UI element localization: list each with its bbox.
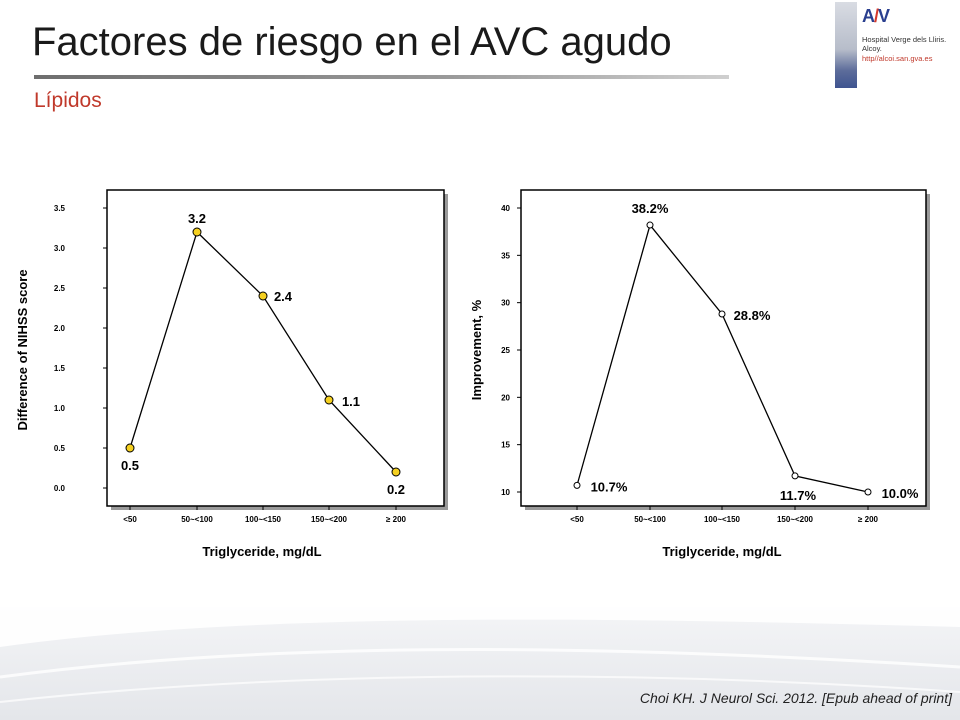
- x-category-label: <50: [123, 515, 137, 524]
- y-tick-label: 2.0: [54, 324, 66, 333]
- y-tick-label: 1.5: [54, 364, 66, 373]
- data-label: 38.2%: [632, 201, 669, 216]
- plot-frame: [106, 189, 445, 507]
- x-category-label: 100~<150: [704, 515, 741, 524]
- plot-frame: [520, 189, 927, 507]
- y-tick-label: 30: [501, 299, 510, 308]
- data-point: [192, 227, 202, 237]
- x-category-label: ≥ 200: [386, 515, 407, 524]
- data-label: 10.7%: [591, 479, 628, 494]
- data-label: 1.1: [342, 394, 360, 409]
- x-category-label: 100~<150: [245, 515, 282, 524]
- footer-band: [0, 607, 960, 720]
- x-category-label: <50: [570, 515, 584, 524]
- logo-mark-icon: A/V: [862, 6, 890, 26]
- y-tick-label: 1.0: [54, 404, 66, 413]
- data-point: [864, 488, 872, 496]
- x-category-label: 150~<200: [777, 515, 814, 524]
- y-axis-title: Improvement, %: [469, 299, 484, 400]
- data-point: [718, 310, 726, 318]
- data-label: 0.2: [387, 482, 405, 497]
- citation: Choi KH. J Neurol Sci. 2012. [Epub ahead…: [639, 690, 952, 706]
- title-underline: [34, 75, 729, 79]
- y-tick-label: 0.0: [54, 484, 66, 493]
- y-tick-label: 3.5: [54, 204, 66, 213]
- logo-text-line1: Hospital Verge dels Lliris.: [862, 35, 947, 44]
- slide-subtitle: Lípidos: [34, 89, 102, 112]
- data-point: [573, 481, 581, 489]
- data-label: 11.7%: [780, 488, 817, 503]
- data-point: [391, 467, 401, 477]
- data-point: [791, 472, 799, 480]
- y-tick-label: 10: [501, 488, 510, 497]
- logo-text-line2: Alcoy.: [862, 44, 882, 53]
- data-point: [125, 443, 135, 453]
- data-label: 10.0%: [882, 486, 919, 501]
- hospital-logo: A/V Hospital Verge dels Lliris. Alcoy. h…: [835, 2, 947, 90]
- logo-image-strip: [835, 2, 857, 88]
- x-axis-title: Triglyceride, mg/dL: [202, 544, 321, 559]
- footer-swoosh: [0, 607, 960, 703]
- data-point: [646, 221, 654, 229]
- x-category-label: ≥ 200: [858, 515, 879, 524]
- data-label: 2.4: [274, 289, 293, 304]
- data-label: 3.2: [188, 211, 206, 226]
- logo-url: http//alcoi.san.gva.es: [862, 54, 933, 63]
- y-tick-label: 3.0: [54, 244, 66, 253]
- data-point: [258, 291, 268, 301]
- x-axis-title: Triglyceride, mg/dL: [662, 544, 781, 559]
- x-category-label: 50~<100: [634, 515, 666, 524]
- y-tick-label: 0.5: [54, 444, 66, 453]
- y-tick-label: 40: [501, 204, 510, 213]
- y-axis-title: Difference of NIHSS score: [15, 269, 30, 430]
- y-tick-label: 25: [501, 346, 510, 355]
- y-tick-label: 2.5: [54, 284, 66, 293]
- data-label: 0.5: [121, 458, 139, 473]
- y-tick-label: 15: [501, 441, 510, 450]
- data-label: 28.8%: [734, 308, 771, 323]
- x-category-label: 50~<100: [181, 515, 213, 524]
- y-tick-label: 20: [501, 393, 510, 402]
- y-tick-label: 35: [501, 251, 510, 260]
- slide-title: Factores de riesgo en el AVC agudo: [32, 20, 672, 64]
- data-point: [324, 395, 334, 405]
- x-category-label: 150~<200: [311, 515, 348, 524]
